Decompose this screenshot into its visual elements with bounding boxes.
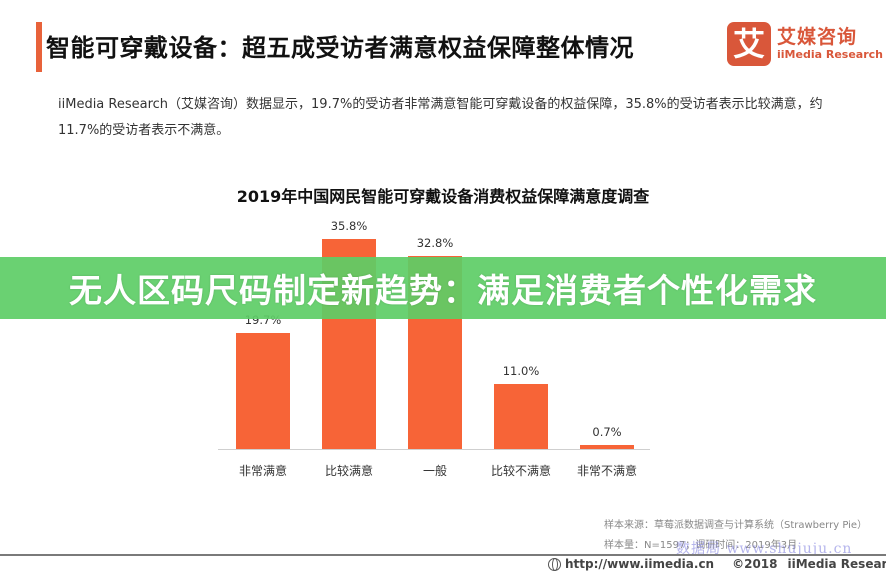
- bar-value-label: 0.7%: [592, 424, 622, 439]
- logo-mark-icon: 艾: [727, 22, 771, 66]
- bar: [494, 384, 548, 449]
- source-line-2: 样本量：N=1597；调研时间：2019年3月: [604, 540, 798, 551]
- logo-name-cn: 艾媒咨询: [777, 26, 858, 48]
- x-tick-label: 比较满意: [324, 464, 373, 478]
- footer: http://www.iimedia.cn ©2018 iiMedia Rese…: [548, 557, 886, 571]
- intro-paragraph: iiMedia Research（艾媒咨询）数据显示，19.7%的受访者非常满意…: [58, 97, 823, 138]
- bar: [580, 444, 634, 449]
- bar-chart: 19.7% 非常满意 35.8% 比较满意 32.8% 一般 11.0% 比较不满意 0.7% 非…: [218, 200, 650, 478]
- watermark: 数据局 www.shujuju.cn: [676, 541, 853, 557]
- bar-value-label: 35.8%: [330, 218, 368, 233]
- globe-icon: [548, 557, 561, 571]
- x-axis-line: [218, 449, 650, 450]
- bar: [236, 333, 290, 449]
- bar-value-label: 32.8%: [416, 236, 454, 251]
- x-tick-label: 比较不满意: [490, 464, 551, 478]
- banner-text: 无人区码尺码制定新趋势：满足消费者个性化需求: [69, 271, 817, 310]
- overlay-banner: 无人区码尺码制定新趋势：满足消费者个性化需求: [0, 257, 886, 319]
- source-note: 样本来源：草莓派数据调查与计算系统（Strawberry Pie） 样本量：N=…: [604, 516, 867, 556]
- page-title: 智能可穿戴设备：超五成受访者满意权益保障整体情况: [46, 34, 634, 62]
- footer-divider: [0, 554, 886, 556]
- logo-name-en: iiMedia Research: [777, 48, 883, 61]
- chart-title: 2019年中国网民智能可穿戴设备消费权益保障满意度调查: [236, 187, 650, 206]
- footer-copyright: ©2018: [732, 557, 778, 571]
- footer-url-link[interactable]: http://www.iimedia.cn: [565, 557, 715, 571]
- x-tick-label: 非常满意: [238, 464, 287, 478]
- footer-org: iiMedia Research Inc: [787, 557, 886, 571]
- source-line-1: 样本来源：草莓派数据调查与计算系统（Strawberry Pie）: [604, 520, 868, 531]
- x-tick-label: 一般: [422, 464, 447, 478]
- bar-value-label: 11.0%: [502, 364, 540, 379]
- iimedia-logo: 艾 艾媒咨询 iiMedia Research: [727, 22, 883, 66]
- x-tick-label: 非常不满意: [576, 464, 637, 478]
- title-accent-bar: [36, 22, 42, 72]
